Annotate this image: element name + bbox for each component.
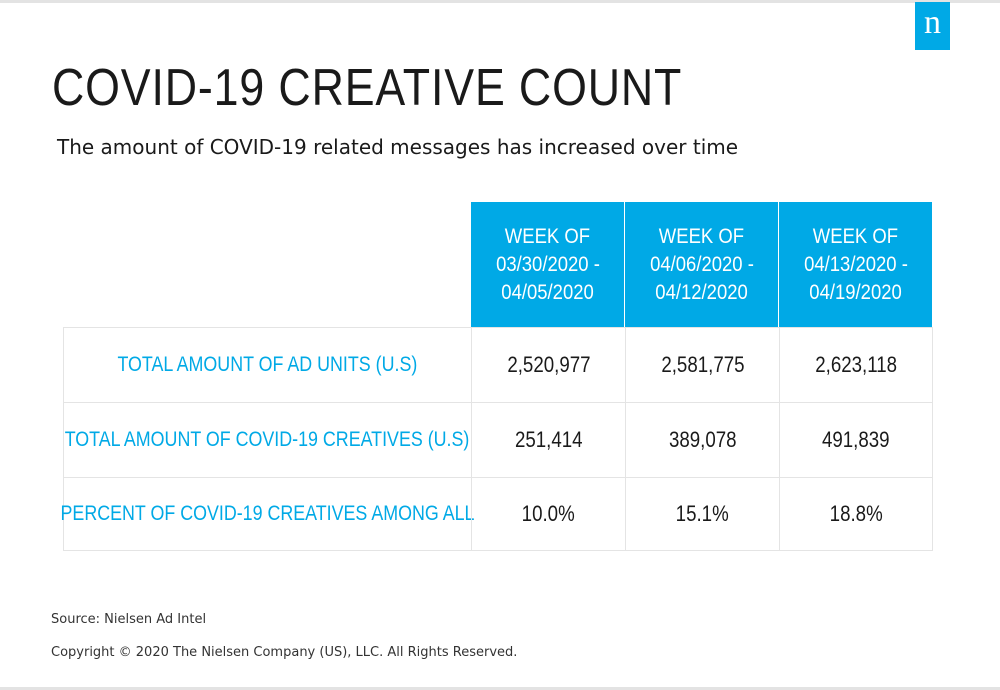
column-header-line: WEEK OF: [812, 224, 899, 248]
cell-value: 2,581,775: [660, 352, 745, 377]
cell-value: 2,520,977: [506, 352, 591, 377]
column-header-line: 04/05/2020: [501, 280, 594, 304]
row-label-percent: PERCENT OF COVID-19 CREATIVES AMONG ALL: [60, 477, 475, 551]
row-label-text: PERCENT OF COVID-19 CREATIVES AMONG ALL: [60, 502, 475, 525]
cell-value: 251,414: [514, 427, 583, 452]
cell-value: 491,839: [822, 427, 890, 452]
cell-value: 18.8%: [829, 501, 883, 526]
column-header-line: 04/06/2020 -: [649, 252, 754, 276]
table-cell: 18.8%: [779, 477, 933, 551]
row-label-covid-creatives: TOTAL AMOUNT OF COVID-19 CREATIVES (U.S): [63, 402, 472, 478]
cell-value: 2,623,118: [815, 352, 897, 377]
table-cell: 15.1%: [625, 477, 780, 551]
page-subtitle: The amount of COVID-19 related messages …: [57, 135, 739, 159]
row-label-text: TOTAL AMOUNT OF COVID-19 CREATIVES (U.S): [65, 428, 470, 451]
column-header-week-2: WEEK OF 04/06/2020 - 04/12/2020: [625, 202, 778, 327]
cell-value: 15.1%: [675, 501, 730, 526]
table-cell: 2,581,775: [625, 327, 780, 403]
table-cell: 2,623,118: [779, 327, 933, 403]
table-cell: 491,839: [779, 402, 933, 478]
column-header-week-3: WEEK OF 04/13/2020 - 04/19/2020: [779, 202, 932, 327]
column-header-line: 04/12/2020: [655, 280, 748, 304]
nielsen-logo: n: [915, 2, 950, 50]
top-border: [0, 0, 1000, 3]
bottom-border: [0, 687, 1000, 690]
cell-value: 10.0%: [521, 501, 576, 526]
page-title: COVID-19 CREATIVE COUNT: [52, 59, 683, 117]
source-note: Source: Nielsen Ad Intel: [51, 612, 207, 627]
copyright-note: Copyright © 2020 The Nielsen Company (US…: [51, 645, 518, 660]
table-cell: 2,520,977: [471, 327, 626, 403]
column-header-week-1: WEEK OF 03/30/2020 - 04/05/2020: [471, 202, 624, 327]
row-label-ad-units: TOTAL AMOUNT OF AD UNITS (U.S): [63, 327, 472, 403]
row-label-text: TOTAL AMOUNT OF AD UNITS (U.S): [117, 353, 418, 376]
table-cell: 389,078: [625, 402, 780, 478]
table-cell: 251,414: [471, 402, 626, 478]
column-header-line: 03/30/2020 -: [495, 252, 600, 276]
table-cell: 10.0%: [471, 477, 626, 551]
column-header-line: 04/13/2020 -: [803, 252, 908, 276]
column-header-line: WEEK OF: [504, 224, 591, 248]
column-header-line: 04/19/2020: [809, 280, 902, 304]
column-header-line: WEEK OF: [658, 224, 745, 248]
cell-value: 389,078: [668, 427, 737, 452]
